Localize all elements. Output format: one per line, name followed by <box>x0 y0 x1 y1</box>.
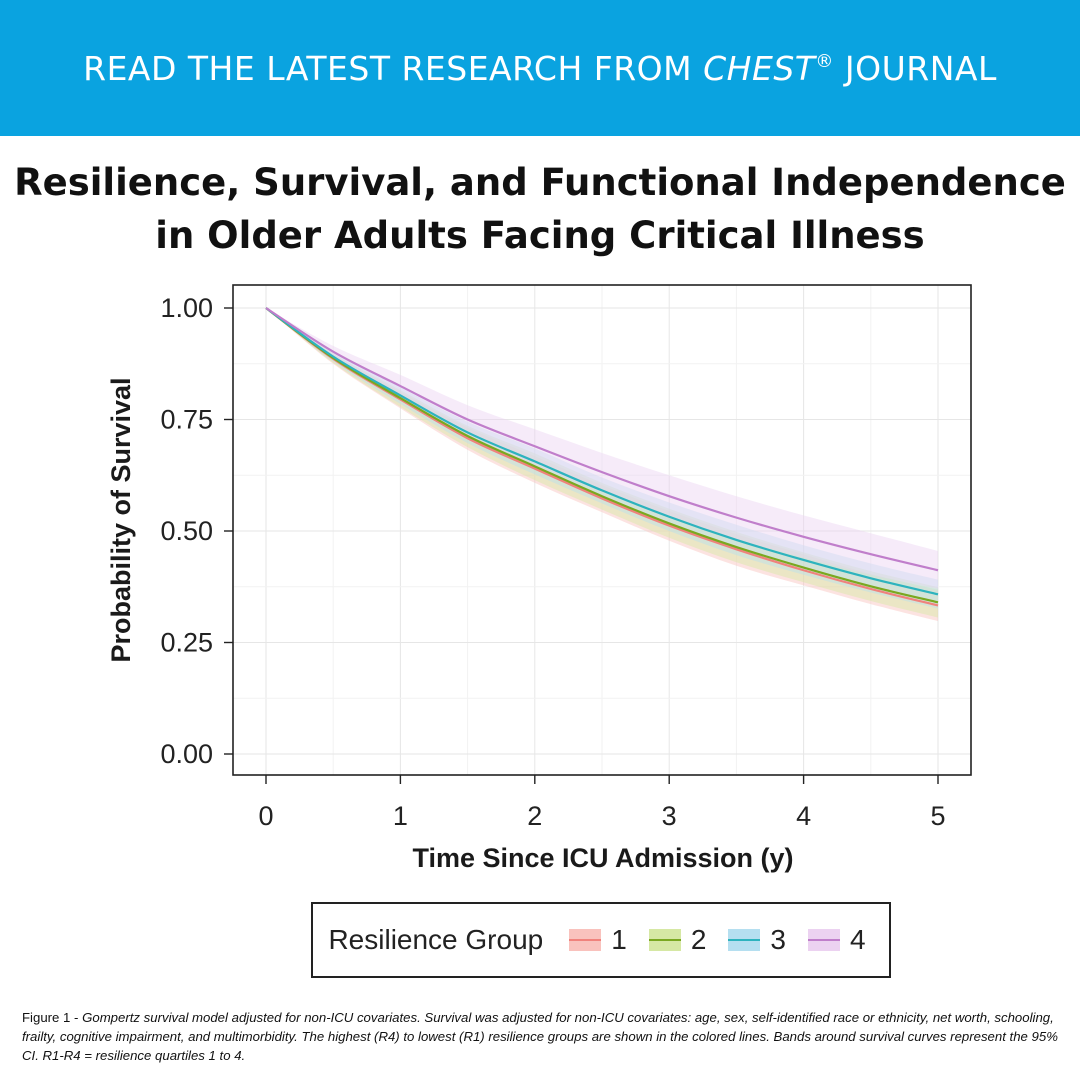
survival-line-group-3 <box>265 307 939 596</box>
survival-line-group-4 <box>265 307 939 572</box>
x-tick-label: 0 <box>258 801 273 831</box>
survival-line-group-2 <box>265 307 939 604</box>
x-tick-label: 2 <box>527 801 542 831</box>
survival-chart: 0 1 2 3 4 5 0.00 0.25 0.50 0.75 1.00 Probability o… <box>106 284 972 873</box>
legend-label-4: 4 <box>849 924 866 955</box>
legend-title: Resilience Group <box>328 924 544 955</box>
x-tick-label: 3 <box>662 801 677 831</box>
legend-item-1: 1 <box>569 924 627 956</box>
axis-ticks: 0 1 2 3 4 5 0.00 0.25 0.50 0.75 1.00 <box>160 293 945 831</box>
caption-body: Gompertz survival model adjusted for non… <box>22 1010 1058 1063</box>
registered-mark: ® <box>815 50 834 72</box>
legend-item-3: 3 <box>728 924 786 956</box>
legend-item-2: 2 <box>648 924 707 956</box>
legend-label-2: 2 <box>690 924 707 955</box>
legend-swatch-4 <box>807 929 840 951</box>
banner-text[interactable]: READ THE LATEST RESEARCH FROM CHEST® JOU… <box>83 49 997 88</box>
title-line-2: in Older Adults Facing Critical Illness <box>155 214 925 257</box>
y-tick-label: 1.00 <box>160 293 213 323</box>
grid-layer <box>233 285 971 775</box>
y-tick-label: 0.50 <box>160 516 213 546</box>
y-tick-label: 0.75 <box>160 405 213 435</box>
caption-lead: Figure 1 - <box>22 1010 83 1025</box>
y-tick-label: 0.25 <box>160 628 213 658</box>
legend-label-3: 3 <box>770 924 786 955</box>
x-tick-label: 1 <box>393 801 408 831</box>
y-axis-label: Probability of Survival <box>106 377 136 662</box>
legend-item-4: 4 <box>807 924 866 956</box>
header-banner: READ THE LATEST RESEARCH FROM CHEST® JOU… <box>0 0 1080 136</box>
banner-journal-name: CHEST <box>703 48 816 88</box>
banner-pre: READ THE LATEST RESEARCH FROM <box>83 48 704 88</box>
plot-frame <box>232 284 972 776</box>
banner-post: JOURNAL <box>833 48 997 88</box>
legend-label-1: 1 <box>611 924 627 955</box>
legend-swatch-1 <box>569 929 602 951</box>
x-tick-label: 5 <box>930 801 945 831</box>
legend: Resilience Group 1 2 3 4 <box>311 902 891 978</box>
x-tick-label: 4 <box>796 801 811 831</box>
x-axis-label: Time Since ICU Admission (y) <box>412 843 793 873</box>
legend-swatch-3 <box>728 929 761 951</box>
survival-lines <box>265 307 939 607</box>
article-title: Resilience, Survival, and Functional Ind… <box>0 156 1080 262</box>
y-tick-label: 0.00 <box>160 739 213 769</box>
legend-swatch-2 <box>648 929 681 951</box>
figure-caption: Figure 1 - Gompertz survival model adjus… <box>22 1008 1062 1065</box>
ci-band-group-4 <box>266 308 938 589</box>
title-line-1: Resilience, Survival, and Functional Ind… <box>14 161 1066 204</box>
